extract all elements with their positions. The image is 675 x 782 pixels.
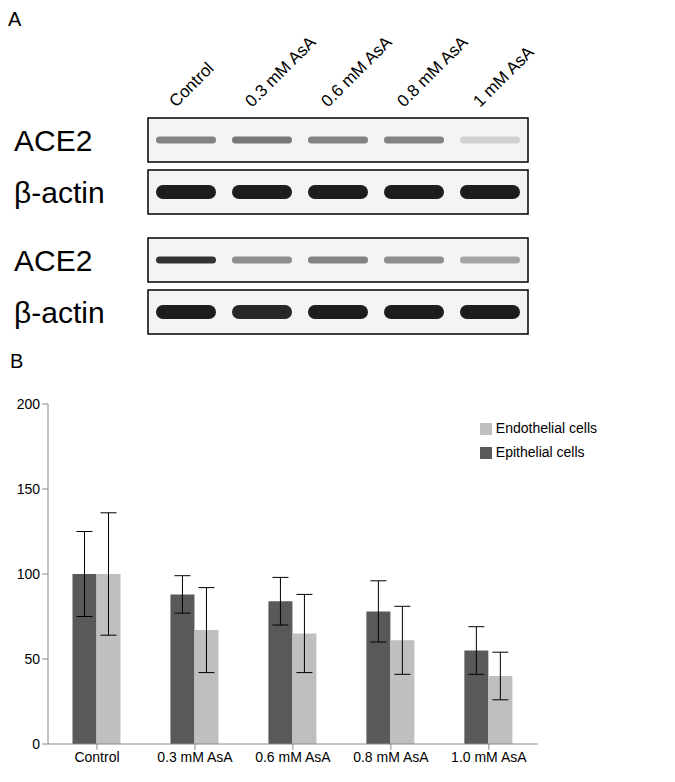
svg-text:ACE2: ACE2 [14, 124, 92, 157]
svg-text:β-actin: β-actin [14, 176, 105, 209]
svg-text:0.8 mM AsA: 0.8 mM AsA [393, 32, 472, 111]
svg-text:1 mM AsA: 1 mM AsA [469, 42, 538, 111]
svg-text:β-actin: β-actin [14, 296, 105, 329]
svg-text:50: 50 [24, 651, 40, 667]
svg-text:1.0 mM AsA: 1.0 mM AsA [451, 749, 527, 765]
html-text:Epithelial cells: Epithelial cells [495, 444, 585, 460]
svg-text:100: 100 [17, 566, 41, 582]
svg-text:0.3 mM AsA: 0.3 mM AsA [157, 749, 233, 765]
svg-text:0.6 mM AsA: 0.6 mM AsA [317, 32, 396, 111]
svg-text:ACE2: ACE2 [14, 244, 92, 277]
svg-text:0.6 mM AsA: 0.6 mM AsA [255, 749, 331, 765]
html-text:B: B [10, 350, 24, 372]
html-text:Endothelial cells: Endothelial cells [495, 420, 597, 436]
svg-text:0.3 mM AsA: 0.3 mM AsA [241, 32, 320, 111]
svg-text:0.8 mM AsA: 0.8 mM AsA [353, 749, 429, 765]
svg-text:0: 0 [32, 736, 40, 752]
svg-text:Control: Control [74, 749, 119, 765]
svg-text:A: A [8, 8, 22, 30]
svg-text:200: 200 [17, 396, 41, 412]
svg-text:Control: Control [165, 59, 217, 111]
svg-text:150: 150 [17, 481, 41, 497]
